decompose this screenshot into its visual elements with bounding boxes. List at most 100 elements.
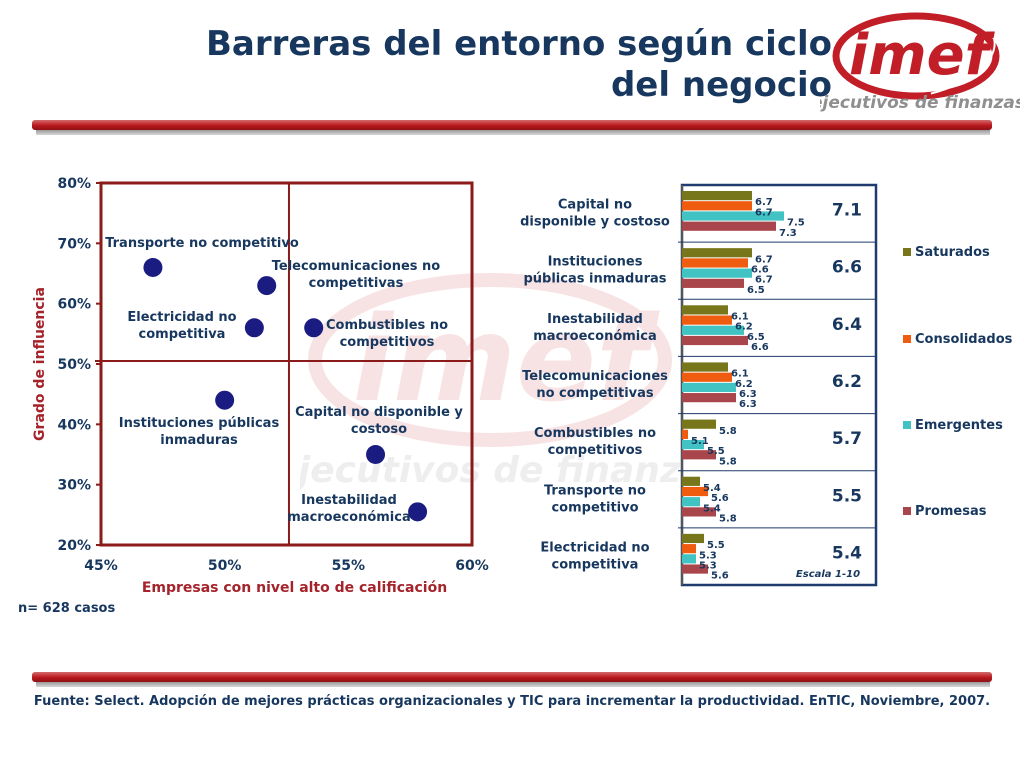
bar-value-label: 5.5 (707, 446, 725, 457)
category-label: Combustibles no competitivos (534, 426, 656, 458)
sample-size-note: n= 628 casos (18, 601, 116, 616)
bar-promesas (682, 564, 708, 574)
bar-value-label: 6.7 (755, 275, 773, 286)
bar-value-label: 6.7 (755, 254, 773, 265)
category-average: 6.2 (832, 372, 862, 392)
legend-label: Emergentes (915, 418, 1003, 433)
footer-divider-shadow (36, 682, 990, 687)
legend-swatch-promesas (903, 507, 911, 515)
point-label: Capital no disponible y costoso (295, 405, 463, 437)
bar-consolidados (682, 429, 688, 439)
y-tick-label: 50% (57, 357, 91, 373)
scatter-point (244, 318, 264, 338)
watermark-logo: imef ejecutivos de finanzas (300, 273, 680, 491)
category-label: Capital no disponible y costoso (520, 198, 670, 230)
bar-value-label: 6.7 (755, 207, 773, 218)
source-note: Fuente: Select. Adopción de mejores prác… (33, 694, 991, 709)
bar-value-label: 5.8 (719, 514, 737, 525)
bar-consolidados (682, 201, 752, 211)
bar-emergentes (682, 268, 752, 278)
point-label: Instituciones públicas inmaduras (119, 416, 280, 448)
bar-saturados (682, 362, 728, 372)
bar-value-label: 5.4 (703, 503, 721, 514)
y-tick-label: 40% (57, 417, 91, 433)
category-average: 5.5 (832, 486, 862, 506)
page-title: Barreras del entorno según ciclo del neg… (160, 24, 832, 106)
bar-value-label: 5.8 (719, 456, 737, 467)
bar-emergentes (682, 497, 700, 507)
page-title-line1: Barreras del entorno según ciclo (205, 24, 832, 64)
legend-swatch-consolidados (903, 335, 911, 343)
legend-swatch-emergentes (903, 421, 911, 429)
legend-label: Promesas (915, 504, 987, 519)
x-tick-label: 55% (332, 558, 366, 574)
legend-swatch-saturados (903, 248, 911, 256)
scatter-point (257, 276, 277, 296)
bar-value-label: 5.3 (699, 550, 717, 561)
logo-tagline: ejecutivos de finanzas (820, 93, 1020, 113)
bar-consolidados (682, 486, 708, 497)
point-label: Inestabilidad macroeconómica (287, 493, 411, 525)
bar-consolidados (682, 315, 732, 325)
point-label: Telecomunicaciones no competitivas (272, 259, 441, 291)
y-tick-label: 30% (57, 478, 91, 494)
bar-value-label: 6.2 (735, 322, 753, 333)
bar-consolidados (682, 372, 732, 382)
category-label: Transporte no competitivo (544, 483, 646, 515)
bar-promesas (682, 278, 744, 288)
bar-value-label: 5.3 (699, 560, 717, 571)
x-axis-label: Empresas con nivel alto de calificación (142, 580, 447, 596)
category-label: Electricidad no competitiva (540, 540, 649, 572)
footer-divider (32, 672, 992, 682)
bar-consolidados (682, 544, 696, 554)
category-average: 5.7 (832, 429, 862, 449)
bar-value-label: 5.6 (711, 493, 729, 504)
scatter-point (366, 445, 386, 464)
bar-promesas (682, 507, 716, 517)
y-tick-label: 80% (57, 176, 91, 192)
page-title-line2: del negocio (610, 65, 832, 105)
y-tick-label: 60% (57, 297, 91, 313)
bar-value-label: 6.3 (739, 399, 757, 410)
bar-promesas (682, 335, 748, 346)
bar-saturados (682, 419, 716, 429)
category-average: 6.6 (832, 258, 862, 278)
bar-value-label: 5.5 (707, 540, 725, 551)
bar-value-label: 5.1 (691, 436, 709, 447)
watermark-tagline: ejecutivos de finanzas (300, 450, 680, 491)
x-tick-label: 45% (84, 558, 118, 574)
bar-value-label: 7.5 (787, 218, 805, 229)
bar-value-label: 6.3 (739, 389, 757, 400)
bar-value-label: 6.5 (747, 285, 765, 296)
bar-saturados (682, 476, 700, 486)
bar-promesas (682, 450, 716, 460)
category-label: Telecomunicaciones no competitivas (522, 369, 668, 401)
bar-value-label: 7.3 (779, 228, 797, 239)
bar-saturados (682, 248, 752, 258)
category-average: 5.4 (832, 543, 862, 563)
bar-value-label: 5.8 (719, 426, 737, 437)
bar-promesas (682, 221, 776, 231)
bar-value-label: 6.6 (751, 265, 769, 276)
y-tick-label: 70% (57, 236, 91, 252)
bar-consolidados (682, 258, 748, 268)
y-axis-label: Grado de influencia (32, 287, 48, 441)
bar-value-label: 6.7 (755, 197, 773, 208)
scatter-point (304, 318, 324, 338)
y-tick-label: 20% (57, 538, 91, 554)
category-label: Instituciones públicas inmaduras (523, 255, 666, 287)
watermark-text: imef (353, 290, 660, 428)
point-label: Combustibles no competitivos (326, 318, 448, 350)
legend-label: Consolidados (915, 332, 1013, 347)
legend-label: Saturados (915, 245, 990, 260)
bar-saturados (682, 533, 704, 544)
header-divider-shadow (36, 130, 990, 135)
bar-value-label: 5.6 (711, 571, 729, 582)
bar-value-label: 6.6 (751, 342, 769, 353)
scatter-chart: 20% 30% 40% 50% 60% 70% 80% 45% 50% 55% 60% Transp… (32, 176, 489, 596)
bar-emergentes (682, 382, 736, 393)
category-average: 7.1 (832, 201, 862, 221)
scatter-point (215, 390, 235, 410)
bar-value-label: 5.4 (703, 483, 721, 494)
bar-emergentes (682, 554, 696, 564)
